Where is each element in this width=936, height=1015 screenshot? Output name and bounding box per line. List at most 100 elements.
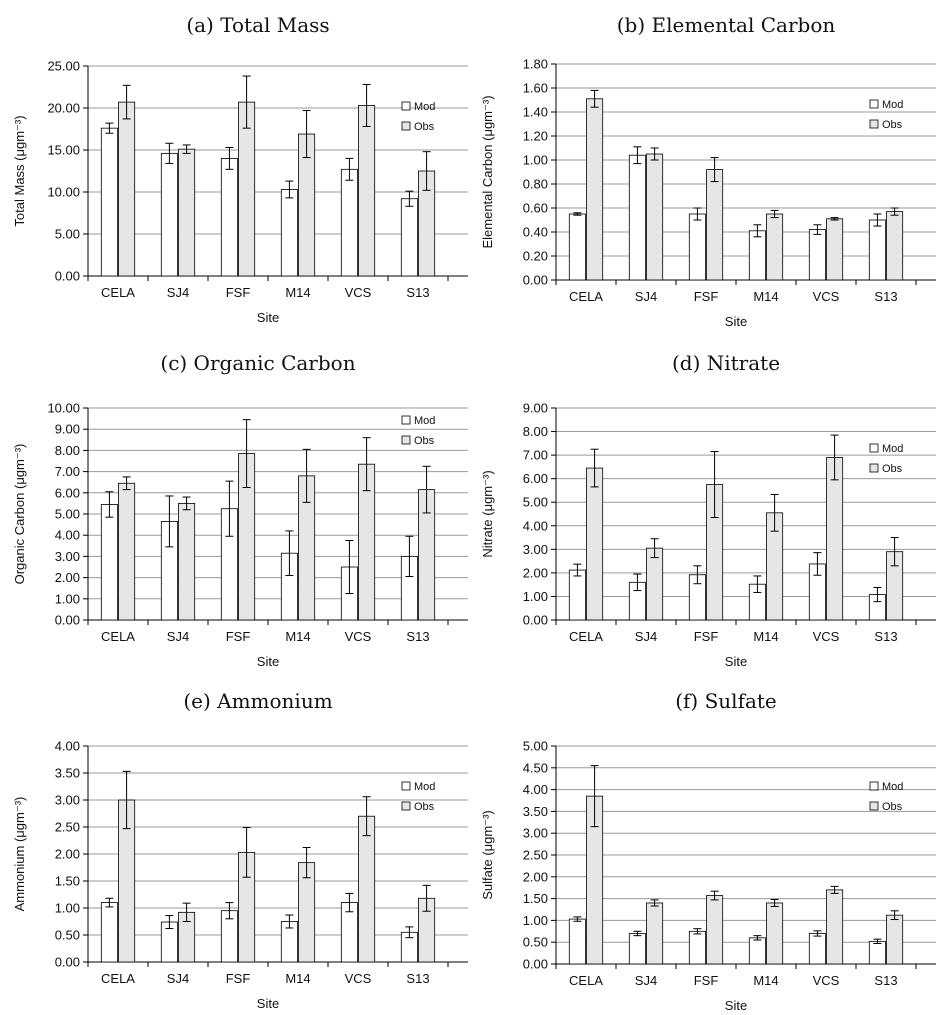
bar-obs-cela (118, 482, 136, 621)
bar-mod-cela (568, 213, 586, 281)
legend-swatch-mod (869, 781, 879, 791)
chart-svg: (f) Sulfate 0.00 0.50 1.00 1.50 2.00 2.50 3.00 3… (480, 689, 936, 1013)
chart-organic-carbon: (c) Organic Carbon 0.00 1.00 2.00 3.00 4.00 5.… (0, 338, 468, 676)
bar-obs-sj4 (178, 502, 196, 621)
chart-sulfate: (f) Sulfate 0.00 0.50 1.00 1.50 2.00 2.50 3.00 3… (468, 676, 936, 1015)
y-tick-label: 5.00 (523, 495, 548, 510)
y-tick-label: 0.80 (523, 177, 548, 192)
y-tick-label: 0.00 (55, 269, 80, 284)
bar-obs-vcs (358, 815, 376, 963)
y-tick-label: 1.60 (523, 81, 548, 96)
x-tick-label: M14 (285, 971, 310, 986)
x-tick-label: SJ4 (167, 285, 189, 300)
y-tick-label: 7.00 (523, 448, 548, 463)
x-tick-label: FSF (226, 285, 251, 300)
y-tick-label: 3.00 (523, 826, 548, 841)
bar-obs-cela (586, 467, 604, 621)
y-axis-label: Total Mass (μgm⁻³) (12, 115, 27, 226)
legend-label-mod: Mod (414, 781, 435, 793)
legend-swatch-obs (869, 801, 879, 811)
legend-label-mod: Mod (882, 443, 903, 455)
y-tick-label: 0.00 (55, 955, 80, 970)
bar-obs-sj4 (646, 153, 664, 281)
chart-nitrate: (d) Nitrate 0.00 1.00 2.00 3.00 4.00 5.00 6.00 7… (468, 338, 936, 676)
y-tick-label: 0.50 (55, 928, 80, 943)
y-tick-label: 8.00 (55, 443, 80, 458)
legend-label-obs: Obs (882, 463, 903, 475)
bar-mod-vcs (808, 933, 826, 965)
y-tick-label: 2.00 (523, 565, 548, 580)
y-tick-label: 2.00 (55, 847, 80, 862)
y-tick-label: 4.50 (523, 760, 548, 775)
x-tick-label: S13 (406, 285, 429, 300)
x-tick-label: S13 (874, 973, 897, 988)
y-axis-label: Elemental Carbon (μgm⁻³) (480, 95, 495, 248)
y-axis-label: Ammonium (μgm⁻³) (12, 797, 27, 912)
legend-label-mod: Mod (882, 99, 903, 111)
x-tick-label: M14 (753, 629, 778, 644)
y-tick-label: 5.00 (523, 739, 548, 754)
x-axis-label: Site (257, 654, 279, 669)
x-tick-label: CELA (101, 285, 135, 300)
x-tick-label: FSF (226, 971, 251, 986)
legend-label-mod: Mod (414, 101, 435, 113)
y-tick-label: 0.60 (523, 201, 548, 216)
x-tick-label: CELA (569, 973, 603, 988)
legend-label-obs: Obs (414, 435, 435, 447)
y-tick-label: 0.20 (523, 249, 548, 264)
y-tick-label: 1.00 (523, 589, 548, 604)
legend-label-mod: Mod (414, 415, 435, 427)
x-tick-label: VCS (345, 971, 372, 986)
x-tick-label: FSF (694, 289, 719, 304)
bar-mod-vcs (340, 168, 358, 277)
x-tick-label: SJ4 (167, 971, 189, 986)
y-tick-label: 1.00 (55, 591, 80, 606)
x-tick-label: CELA (101, 971, 135, 986)
y-tick-label: 3.00 (523, 542, 548, 557)
x-axis-label: Site (257, 310, 279, 325)
x-tick-label: VCS (345, 285, 372, 300)
y-tick-label: 6.00 (523, 471, 548, 486)
bar-mod-cela (568, 918, 586, 965)
y-tick-label: 20.00 (47, 101, 80, 116)
x-tick-label: FSF (694, 629, 719, 644)
x-tick-label: M14 (753, 973, 778, 988)
y-tick-label: 3.00 (55, 549, 80, 564)
y-tick-label: 10.00 (47, 401, 80, 416)
chart-title: (a) Total Mass (186, 13, 329, 37)
x-tick-label: SJ4 (635, 629, 657, 644)
x-tick-label: VCS (345, 629, 372, 644)
x-tick-label: VCS (813, 289, 840, 304)
bar-mod-vcs (808, 229, 826, 281)
y-axis-label: Organic Carbon (μgm⁻³) (12, 444, 27, 585)
bar-obs-sj4 (646, 547, 664, 621)
y-tick-label: 15.00 (47, 143, 80, 158)
y-tick-label: 5.00 (55, 507, 80, 522)
chart-svg: (a) Total Mass 0.00 5.00 10.00 15.00 20.00 25.… (12, 13, 468, 325)
y-tick-label: 0.40 (523, 225, 548, 240)
legend-label-obs: Obs (414, 121, 435, 133)
legend-swatch-mod (401, 781, 411, 791)
chart-total-mass: (a) Total Mass 0.00 5.00 10.00 15.00 20.00 25.… (0, 0, 468, 338)
x-tick-label: CELA (569, 289, 603, 304)
legend-swatch-obs (869, 119, 879, 129)
x-axis-label: Site (725, 998, 747, 1013)
y-tick-label: 1.00 (523, 153, 548, 168)
bar-obs-vcs (826, 457, 844, 621)
y-tick-label: 10.00 (47, 185, 80, 200)
chart-elemental-carbon: (b) Elemental Carbon 0.00 0.20 0.40 0.60 0.80… (468, 0, 936, 338)
x-tick-label: M14 (753, 289, 778, 304)
chart-svg: (c) Organic Carbon 0.00 1.00 2.00 3.00 4.00 5.… (12, 351, 468, 669)
x-tick-label: S13 (874, 289, 897, 304)
bar-obs-s13 (886, 914, 904, 965)
bar-mod-cela (100, 504, 118, 621)
bar-mod-sj4 (628, 933, 646, 965)
bar-mod-fsf (688, 930, 706, 965)
x-tick-label: S13 (406, 629, 429, 644)
y-tick-label: 5.00 (55, 227, 80, 242)
bar-mod-m14 (280, 189, 298, 277)
legend-swatch-obs (869, 463, 879, 473)
y-tick-label: 4.00 (55, 528, 80, 543)
y-tick-label: 2.50 (523, 848, 548, 863)
y-tick-label: 3.00 (55, 793, 80, 808)
